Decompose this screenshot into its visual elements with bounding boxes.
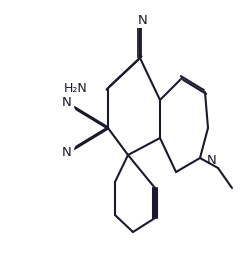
Text: N: N [206,154,216,167]
Text: N: N [62,96,72,110]
Text: N: N [138,14,147,26]
Text: N: N [62,147,72,160]
Text: H₂N: H₂N [64,82,88,94]
